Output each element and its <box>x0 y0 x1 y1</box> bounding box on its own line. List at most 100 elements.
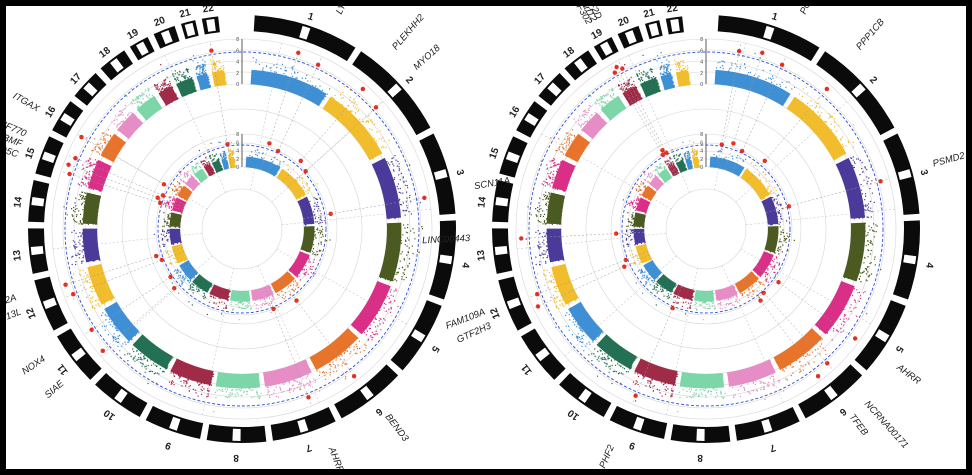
chromosome-density-1 <box>709 156 745 177</box>
band-marker <box>83 82 98 97</box>
chromosome-density-16 <box>100 133 126 163</box>
chromosome-density-17 <box>649 176 664 191</box>
significant-snp <box>157 200 163 206</box>
chromosome-label-19: 19 <box>590 27 605 42</box>
band-marker <box>903 254 917 265</box>
significant-snp <box>633 393 638 398</box>
chromosome-density-1 <box>250 69 327 107</box>
band-marker <box>439 254 453 265</box>
chromosome-density-14 <box>633 212 646 227</box>
chromosome-density-21 <box>221 158 229 170</box>
band-marker <box>297 418 309 433</box>
gene-label: SIAE <box>43 378 67 401</box>
gene-label: NOX4 <box>20 354 48 378</box>
chromosome-density-1 <box>714 69 791 107</box>
chromosome-density-22 <box>692 156 700 169</box>
significant-snp <box>209 48 214 53</box>
chromosome-label-2: 2 <box>867 75 879 87</box>
chromosome-label-6: 6 <box>373 405 384 417</box>
chromosome-label-1: 1 <box>306 11 315 23</box>
grid-circle <box>515 38 897 420</box>
gene-connector <box>264 286 313 406</box>
chromosome-points-2 <box>278 164 318 199</box>
gene-label: MYO18 <box>411 42 443 72</box>
grid-circle <box>643 166 769 292</box>
band-marker <box>547 82 562 97</box>
chromosome-label-3: 3 <box>917 168 929 177</box>
band-marker <box>232 428 241 441</box>
significant-snp <box>70 292 76 297</box>
chromosome-density-17 <box>581 112 607 139</box>
chromosome-points-2 <box>741 162 777 200</box>
chromosome-label-16: 16 <box>43 104 58 120</box>
chromosome-density-5 <box>814 281 855 335</box>
chromosome-label-7: 7 <box>768 441 777 453</box>
axis-tick-label: 6 <box>700 48 703 54</box>
chromosome-label-7: 7 <box>304 441 313 453</box>
significant-snp <box>614 64 619 70</box>
grid-circle <box>537 60 875 398</box>
axis-tick-label: 2 <box>700 157 703 163</box>
chromosome-density-9 <box>673 284 694 301</box>
significant-snp <box>852 336 858 341</box>
chromosome-density-8 <box>694 290 715 302</box>
significant-snp <box>664 150 669 155</box>
grid-circle <box>585 108 827 350</box>
chromosome-density-20 <box>640 77 661 97</box>
gene-connector <box>516 231 645 239</box>
chromosome-label-10: 10 <box>102 407 118 423</box>
gene-connector <box>731 56 787 173</box>
gene-label: TFEB <box>847 412 871 439</box>
chromosome-density-16 <box>641 185 657 201</box>
significant-snp <box>294 298 299 303</box>
band-marker <box>160 30 173 45</box>
axis-tick-label: 4 <box>236 149 239 155</box>
significant-snp <box>779 62 785 67</box>
band-marker <box>299 25 311 40</box>
chromosome-density-10 <box>656 274 677 293</box>
chromosome-density-14 <box>169 212 182 227</box>
chromosome-density-21 <box>685 158 693 170</box>
band-marker <box>495 196 509 207</box>
gene-label: PPP1CB <box>854 16 887 52</box>
band-marker <box>824 385 838 401</box>
significant-snp <box>296 50 301 55</box>
chromosome-density-8 <box>230 290 251 302</box>
chromosome-density-10 <box>596 334 637 370</box>
axis-tick-label: 8 <box>236 37 239 43</box>
significant-snp <box>351 373 357 379</box>
gene-connector <box>84 263 191 335</box>
chromosome-label-5: 5 <box>429 344 442 355</box>
gene-connector <box>303 196 430 219</box>
chromosome-label-8: 8 <box>697 452 703 463</box>
gene-connector <box>765 178 890 213</box>
chromosome-density-17 <box>117 112 143 139</box>
grid-circle <box>155 142 329 316</box>
axis-tick-label: 8 <box>700 132 703 138</box>
significance-threshold <box>528 51 884 407</box>
chromosome-density-7 <box>714 284 738 301</box>
significant-snp <box>66 162 71 167</box>
chromosome-density-13 <box>546 228 565 263</box>
chromosome-density-19 <box>158 85 178 106</box>
gene-connector <box>631 286 683 405</box>
chromosome-density-4 <box>378 222 402 282</box>
chromosome-density-18 <box>136 95 163 121</box>
chromosome-label-9: 9 <box>164 439 173 451</box>
chromosome-label-22: 22 <box>202 6 215 15</box>
band-marker <box>42 297 57 310</box>
chromosome-density-5 <box>288 251 310 277</box>
gene-label: PSMD2 <box>932 150 966 169</box>
significant-snp <box>306 395 311 400</box>
significant-snp <box>89 327 94 332</box>
axis-tick-label: 0 <box>700 82 703 88</box>
band-marker <box>506 297 521 310</box>
axis-tick-label: 4 <box>700 149 703 155</box>
significant-snp <box>519 236 524 241</box>
axis-tick-label: 6 <box>700 140 703 146</box>
chromosome-density-16 <box>177 185 193 201</box>
chromosome-density-1 <box>245 156 281 177</box>
chromosome-label-11: 11 <box>519 361 534 376</box>
gene-label: NCRNA00171 <box>862 399 911 451</box>
chromosome-label-12: 12 <box>488 306 502 321</box>
